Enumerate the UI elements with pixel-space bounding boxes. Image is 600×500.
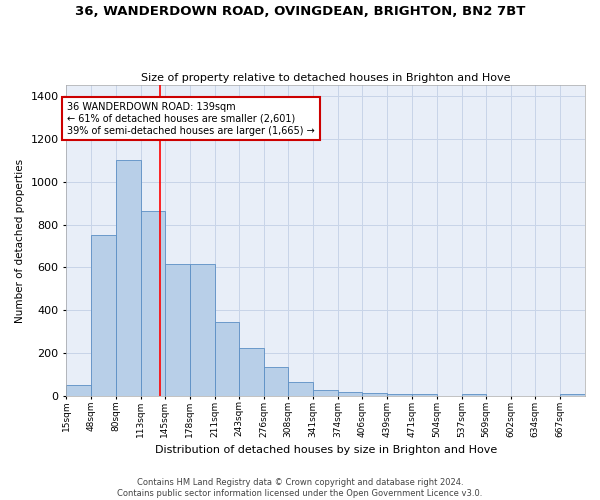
- Bar: [560, 394, 585, 396]
- Y-axis label: Number of detached properties: Number of detached properties: [15, 158, 25, 322]
- Text: Contains HM Land Registry data © Crown copyright and database right 2024.
Contai: Contains HM Land Registry data © Crown c…: [118, 478, 482, 498]
- Bar: [91, 236, 116, 396]
- Text: 36, WANDERDOWN ROAD, OVINGDEAN, BRIGHTON, BN2 7BT: 36, WANDERDOWN ROAD, OVINGDEAN, BRIGHTON…: [75, 5, 525, 18]
- Bar: [362, 393, 388, 396]
- Bar: [239, 348, 264, 396]
- Bar: [313, 390, 338, 396]
- Bar: [338, 392, 362, 396]
- Bar: [388, 394, 412, 396]
- Bar: [412, 394, 437, 396]
- Bar: [165, 264, 190, 396]
- Bar: [264, 367, 288, 396]
- Bar: [67, 386, 91, 396]
- Title: Size of property relative to detached houses in Brighton and Hove: Size of property relative to detached ho…: [141, 73, 511, 83]
- Bar: [215, 322, 239, 396]
- Bar: [116, 160, 140, 396]
- Bar: [190, 264, 215, 396]
- Text: 36 WANDERDOWN ROAD: 139sqm
← 61% of detached houses are smaller (2,601)
39% of s: 36 WANDERDOWN ROAD: 139sqm ← 61% of deta…: [67, 102, 315, 136]
- Bar: [461, 394, 486, 396]
- Bar: [140, 210, 165, 396]
- X-axis label: Distribution of detached houses by size in Brighton and Hove: Distribution of detached houses by size …: [155, 445, 497, 455]
- Bar: [288, 382, 313, 396]
